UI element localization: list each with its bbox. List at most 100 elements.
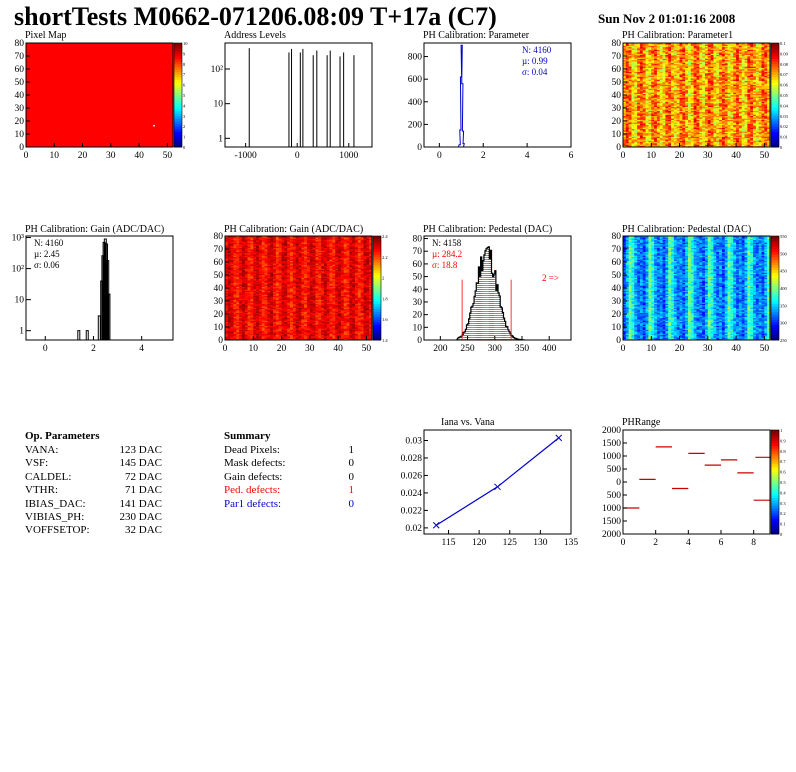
heatmap-cell [685,75,689,78]
heatmap-cell [693,102,697,105]
heatmap-cell [665,101,669,104]
heatmap-cell [671,85,675,88]
heatmap-cell [628,113,632,115]
heatmap-cell [676,109,680,111]
heatmap-cell [645,124,649,127]
heatmap-cell [656,144,661,146]
heatmap-cell [679,57,683,59]
heatmap-cell [656,98,661,101]
heatmap-cell [696,136,700,139]
heatmap-cell [623,45,627,48]
heatmap-cell [623,134,627,136]
heatmap-cell [693,63,697,66]
heatmap-cell [642,141,646,144]
heatmap-cell [651,70,655,72]
heatmap-cell [639,66,644,68]
heatmap-cell [679,126,683,128]
x-tick-label: 2 [481,151,486,161]
heatmap-cell [685,65,689,67]
heatmap-cell [665,58,669,61]
heatmap-cell [628,106,632,109]
heatmap-cell [685,137,689,140]
heatmap-cell [693,95,697,97]
heatmap-cell [625,70,629,72]
heatmap-cell [671,127,675,130]
heatmap-cell [651,87,655,89]
heatmap-cell [659,75,663,78]
heatmap-cell [651,96,655,98]
heatmap-cell [671,79,675,81]
heatmap-cell [651,106,655,109]
heatmap-cell [634,66,638,68]
heatmap-cell [662,135,666,137]
heatmap-cell [685,61,689,63]
heatmap-cell [662,66,666,68]
heatmap-cell [648,87,652,89]
heatmap-cell [688,119,692,122]
heatmap-cell [645,50,649,53]
x-tick-label: 4 [139,344,144,354]
heatmap-cell [645,85,649,88]
heatmap-cell [645,89,649,92]
heatmap-cell [631,76,635,79]
y-tick-label: 0 [19,143,24,153]
heatmap-cell [673,131,678,133]
heatmap-cell [676,139,680,141]
heatmap-cell [637,54,641,57]
heatmap-cell [634,91,638,93]
heatmap-cell [685,50,689,53]
heatmap-cell [654,96,658,98]
heatmap-cell [690,134,694,136]
heatmap-cell [645,109,649,111]
heatmap-cell [688,57,692,59]
heatmap-cell [688,63,692,66]
heatmap-cell [688,114,692,117]
heatmap-cell [623,115,627,118]
colorbar-cell [174,87,182,91]
heatmap-cell [673,85,678,88]
heatmap-cell [642,117,646,119]
colorbar-label: 0.03 [780,114,789,119]
heatmap-cell [693,59,697,62]
heatmap-cell [648,53,652,55]
heatmap-cell [679,95,683,97]
heatmap-cell [651,56,655,58]
heatmap-cell [668,134,672,136]
heatmap-cell [690,45,694,48]
heatmap-cell [673,87,678,89]
heatmap-cell [656,76,661,79]
heatmap-cell [682,135,686,137]
heatmap-cell [628,101,632,104]
heatmap-cell [648,121,652,123]
y-tick-label: 10² [12,265,25,275]
heatmap-cell [628,87,632,89]
heatmap-cell [642,43,646,45]
y-tick-label: 50 [612,78,622,88]
heatmap-cell [631,74,635,76]
heatmap-cell [693,45,697,48]
heatmap-cell [671,59,675,62]
heatmap-cell [639,113,644,115]
heatmap-cell [639,122,644,124]
heatmap-cell [631,82,635,84]
heatmap-cell [642,96,646,98]
heatmap-cell [673,59,678,62]
heatmap-cell [668,101,672,104]
heatmap-cell [634,80,638,83]
heatmap-cell [648,69,652,71]
heatmap-cell [671,118,675,120]
heatmap-cell [642,128,646,131]
heatmap-cell [679,65,683,67]
heatmap-cell [656,119,661,122]
heatmap-cell [651,123,655,126]
heatmap-cell [682,48,686,50]
heatmap-cell [631,109,635,111]
heatmap-cell [693,56,697,58]
heatmap-cell [665,70,669,72]
heatmap-cell [688,139,692,141]
heatmap-cell [690,67,694,70]
heatmap-cell [634,52,638,54]
heatmap-cell [642,70,646,72]
heatmap-cell [662,134,666,136]
heatmap-cell [654,110,658,113]
